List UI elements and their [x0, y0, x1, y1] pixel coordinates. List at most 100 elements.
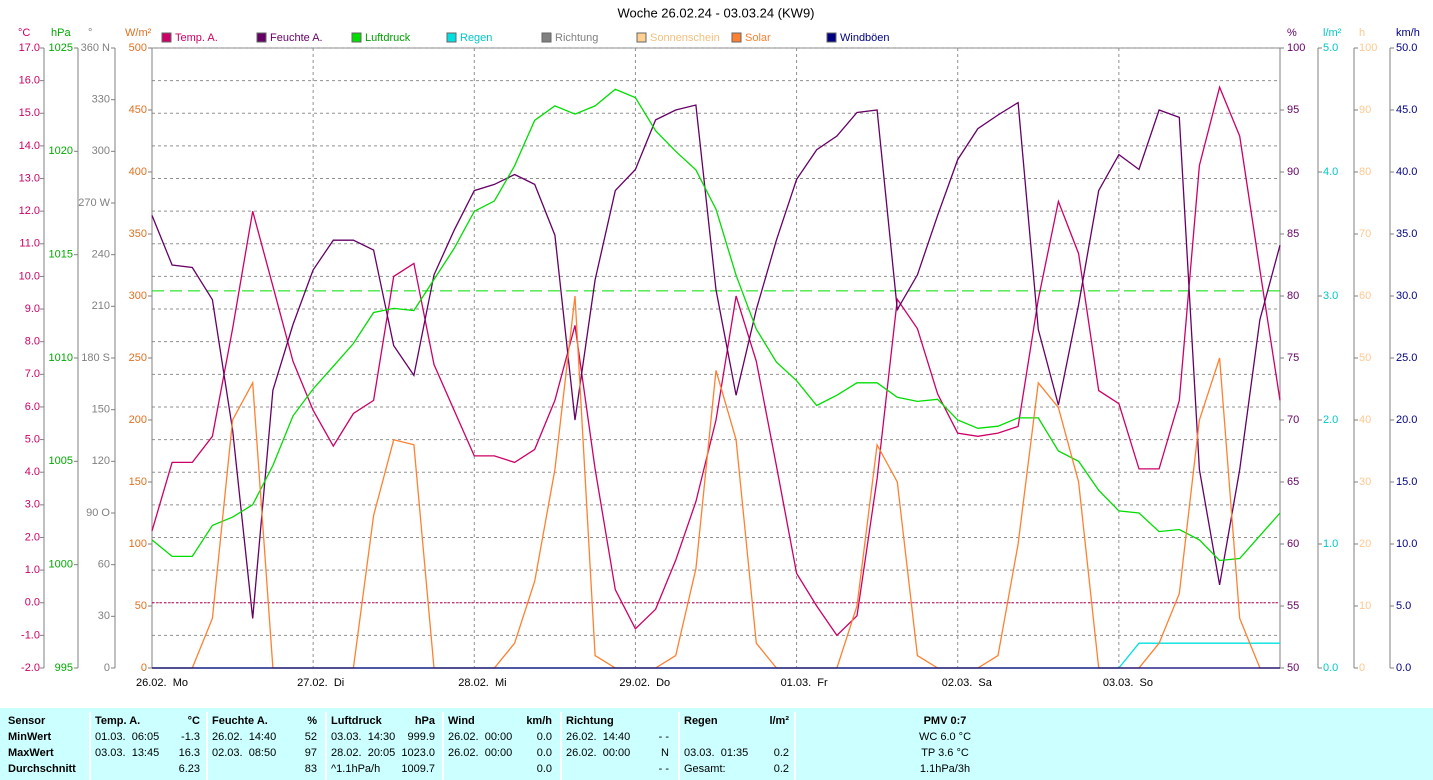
- y-tick-label: 10.0: [1396, 538, 1417, 550]
- y-tick-label: 10: [1359, 600, 1371, 612]
- table-cell: TP 3.6 °C: [921, 747, 969, 759]
- y-tick-label: 90 O: [86, 507, 110, 519]
- y-tick-label: 40.0: [1396, 166, 1417, 178]
- y-tick-label: 240: [92, 249, 110, 261]
- x-tick-label: 26.02. Mo: [136, 677, 188, 689]
- y-tick-label: 100: [129, 538, 147, 550]
- y-tick-label: 30: [1359, 476, 1371, 488]
- y-tick-label: 55: [1287, 600, 1299, 612]
- legend-label: Sonnenschein: [650, 32, 720, 44]
- table-cell: 1009.7: [401, 763, 435, 775]
- chart-title: Woche 26.02.24 - 03.03.24 (KW9): [617, 5, 814, 20]
- table-cell: 0.0: [537, 731, 552, 743]
- y-tick-label: 50: [135, 600, 147, 612]
- y-tick-label: -2.0: [21, 662, 40, 674]
- y-tick-label: 60: [1359, 290, 1371, 302]
- legend-label: Temp. A.: [175, 32, 218, 44]
- legend-label: Regen: [460, 32, 492, 44]
- y-tick-label: 1000: [49, 559, 73, 571]
- legend-swatch: [541, 32, 552, 43]
- y-tick-label: 1005: [49, 455, 73, 467]
- y-tick-label: 1.0: [1323, 538, 1338, 550]
- legend-label: Windböen: [840, 32, 890, 44]
- y-tick-label: 20.0: [1396, 414, 1417, 426]
- table-header: °C: [188, 715, 200, 727]
- legend-swatch: [161, 32, 172, 43]
- table-header: Feuchte A.: [212, 715, 268, 727]
- y-tick-label: 65: [1287, 476, 1299, 488]
- y-tick-label: 95: [1287, 104, 1299, 116]
- y-tick-label: 30.0: [1396, 290, 1417, 302]
- y-tick-label: 6.0: [25, 401, 40, 413]
- y-tick-label: 60: [1287, 538, 1299, 550]
- table-cell: 26.02. 00:00: [448, 731, 512, 743]
- y-tick-label: 1015: [49, 249, 73, 261]
- axis-unit: %: [1287, 27, 1297, 39]
- y-tick-label: 70: [1287, 414, 1299, 426]
- legend-label: Richtung: [555, 32, 598, 44]
- axis-unit: W/m²: [125, 27, 152, 39]
- y-tick-label: 1.0: [25, 564, 40, 576]
- legend-swatch: [636, 32, 647, 43]
- y-tick-label: 0: [141, 662, 147, 674]
- y-tick-label: 5.0: [1323, 42, 1338, 54]
- y-tick-label: 5.0: [1396, 600, 1411, 612]
- table-cell: MinWert: [8, 731, 52, 743]
- y-tick-label: 0.0: [1323, 662, 1338, 674]
- y-tick-label: 80: [1359, 166, 1371, 178]
- y-tick-label: 350: [129, 228, 147, 240]
- y-tick-label: 0.0: [1396, 662, 1411, 674]
- y-tick-label: 5.0: [25, 433, 40, 445]
- y-tick-label: 1025: [49, 42, 73, 54]
- table-cell: Durchschnitt: [8, 763, 76, 775]
- y-tick-label: 1020: [49, 145, 73, 157]
- legend-label: Feuchte A.: [270, 32, 323, 44]
- y-tick-label: 60: [98, 559, 110, 571]
- y-tick-label: 13.0: [19, 172, 40, 184]
- y-tick-label: 250: [129, 352, 147, 364]
- table-cell: 03.03. 13:45: [95, 747, 159, 759]
- y-tick-label: 90: [1287, 166, 1299, 178]
- table-cell: 999.9: [407, 731, 435, 743]
- y-tick-label: 8.0: [25, 336, 40, 348]
- y-tick-label: 25.0: [1396, 352, 1417, 364]
- y-tick-label: 300: [92, 145, 110, 157]
- table-cell: 1023.0: [401, 747, 435, 759]
- y-tick-label: 100: [1359, 42, 1377, 54]
- table-cell: 1.1hPa/3h: [920, 763, 970, 775]
- y-tick-label: 330: [92, 94, 110, 106]
- y-tick-label: 0.0: [25, 597, 40, 609]
- table-cell: 0.0: [537, 763, 552, 775]
- y-tick-label: 80: [1287, 290, 1299, 302]
- table-cell: 0.0: [537, 747, 552, 759]
- series-line: [151, 88, 1281, 562]
- axis-unit: °C: [18, 27, 30, 39]
- y-tick-label: 270 W: [78, 197, 110, 209]
- table-cell: 26.02. 14:40: [212, 731, 276, 743]
- table-cell: 26.02. 14:40: [566, 731, 630, 743]
- y-tick-label: 14.0: [19, 140, 40, 152]
- table-header: l/m²: [769, 715, 789, 727]
- table-header: %: [307, 715, 317, 727]
- y-tick-label: 16.0: [19, 75, 40, 87]
- table-header: Luftdruck: [331, 715, 383, 727]
- y-tick-label: 2.0: [25, 531, 40, 543]
- y-tick-label: 360 N: [81, 42, 110, 54]
- y-tick-label: 210: [92, 300, 110, 312]
- y-tick-label: 20: [1359, 538, 1371, 550]
- y-tick-label: 35.0: [1396, 228, 1417, 240]
- y-tick-label: 85: [1287, 228, 1299, 240]
- legend-swatch: [256, 32, 267, 43]
- y-tick-label: 15.0: [19, 107, 40, 119]
- table-cell: 26.02. 00:00: [566, 747, 630, 759]
- y-tick-label: 9.0: [25, 303, 40, 315]
- table-header: Sensor: [8, 715, 46, 727]
- y-tick-label: 120: [92, 455, 110, 467]
- y-tick-label: 1010: [49, 352, 73, 364]
- y-tick-label: 11.0: [19, 238, 40, 250]
- x-tick-label: 29.02. Do: [619, 677, 670, 689]
- y-tick-label: 45.0: [1396, 104, 1417, 116]
